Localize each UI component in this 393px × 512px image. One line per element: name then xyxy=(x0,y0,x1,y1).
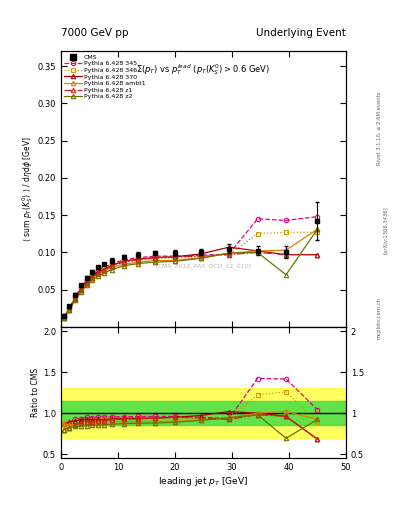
Y-axis label: Ratio to CMS: Ratio to CMS xyxy=(31,368,40,417)
Legend: CMS, Pythia 6.428 345, Pythia 6.428 346, Pythia 6.428 370, Pythia 6.428 ambt1, P: CMS, Pythia 6.428 345, Pythia 6.428 346,… xyxy=(63,53,147,101)
Text: mcplots.cern.ch: mcplots.cern.ch xyxy=(377,296,382,338)
Text: (CMS_2012_PAS_QCD_11_010): (CMS_2012_PAS_QCD_11_010) xyxy=(155,264,252,269)
Text: 7000 GeV pp: 7000 GeV pp xyxy=(61,28,129,38)
Text: [arXiv:1306.3436]: [arXiv:1306.3436] xyxy=(383,206,387,254)
Text: Rivet 3.1.10, ≥ 2.6M events: Rivet 3.1.10, ≥ 2.6M events xyxy=(377,91,382,165)
X-axis label: leading jet $p_T$ [GeV]: leading jet $p_T$ [GeV] xyxy=(158,475,248,488)
Text: $\Sigma(p_T)$ vs $p_T^{lead}$ $(p_T(K^0_S) > 0.6$ GeV): $\Sigma(p_T)$ vs $p_T^{lead}$ $(p_T(K^0_… xyxy=(136,62,270,77)
Y-axis label: $\langle$ sum $p_T(K^0_S)$ $\rangle$ / d$\eta$d$\phi$ [GeV]: $\langle$ sum $p_T(K^0_S)$ $\rangle$ / d… xyxy=(20,136,35,242)
Text: Underlying Event: Underlying Event xyxy=(256,28,346,38)
